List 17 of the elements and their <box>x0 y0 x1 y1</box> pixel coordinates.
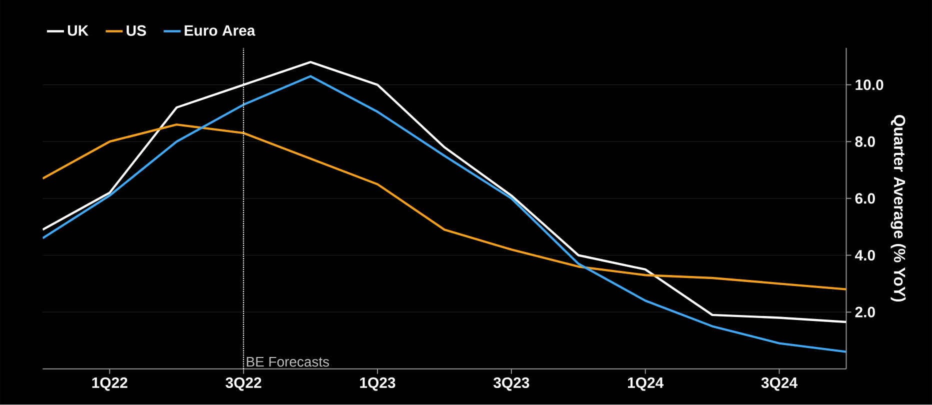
legend-label: Euro Area <box>184 25 256 36</box>
line-series <box>42 75 846 354</box>
y-tick-label: 2.0 <box>855 306 875 318</box>
y-tick-label: 10.0 <box>856 80 884 90</box>
x-tick-label: 1Q24 <box>628 378 664 391</box>
x-tick-label: 3Q22 <box>226 378 262 391</box>
y-tick-label: 8.0 <box>855 136 875 148</box>
legend-label: US <box>126 25 146 36</box>
y-axis-title: Quarter Average (% YoY) <box>890 115 906 302</box>
y-tick-label: 6.0 <box>855 193 875 204</box>
legend-label: UK <box>68 25 89 36</box>
y-tick-label: 4.0 <box>854 250 875 261</box>
x-tick-label: 1Q22 <box>92 378 128 391</box>
x-tick-label: 1Q23 <box>360 378 396 391</box>
x-tick-label: 3Q23 <box>493 378 530 391</box>
ref-line-label: BE Forecasts <box>246 357 330 367</box>
x-tick-label: 3Q24 <box>761 378 798 391</box>
